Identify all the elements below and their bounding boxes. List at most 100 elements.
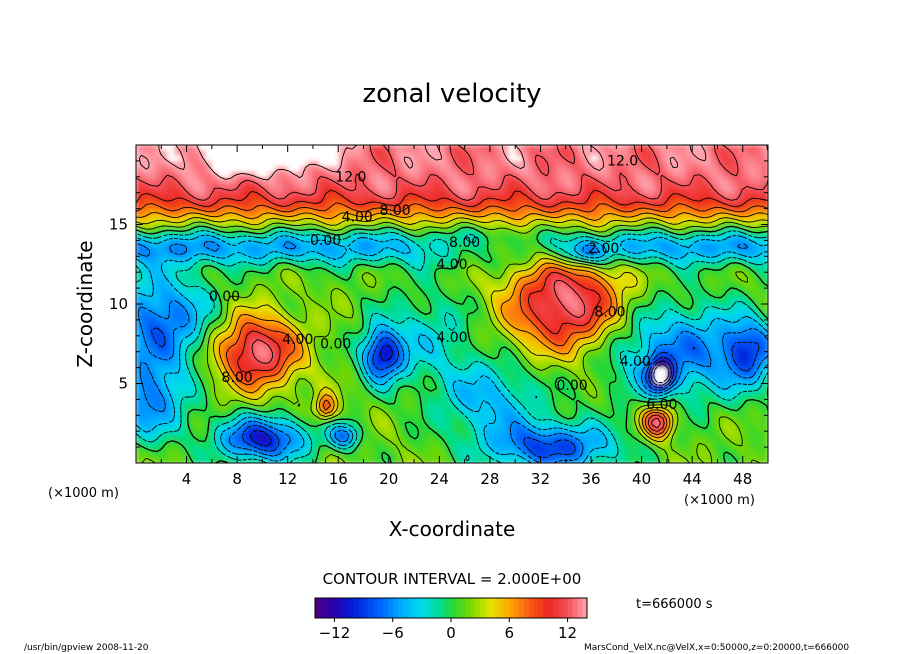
colorbar-cell	[426, 598, 432, 618]
colorbar-cell	[480, 598, 486, 618]
colorbar-cell	[319, 598, 326, 618]
colorbar-cell	[519, 598, 525, 618]
contour-line	[136, 212, 768, 439]
contour-line	[250, 345, 675, 447]
contour-line	[136, 240, 768, 463]
colorbar-cell	[353, 598, 360, 618]
contour-label: 4.00	[282, 332, 313, 348]
colorbar-cell	[441, 598, 447, 618]
x-tick-label: 4	[182, 470, 192, 488]
contour-line	[136, 221, 768, 463]
contour-labels: 12.012.08.004.000.00 8.004.002.000.008.00…	[209, 154, 678, 413]
colorbar-cell	[339, 598, 345, 618]
contour-label: 8.00	[380, 203, 411, 219]
colorbar-cell	[460, 598, 466, 618]
colorbar-cell	[465, 598, 471, 618]
colorbar-cell	[402, 598, 408, 618]
time-text: t=666000 s	[636, 597, 713, 612]
colorbar-cell	[344, 598, 350, 618]
colorbar-cell	[494, 598, 500, 618]
x-tick-label: 40	[632, 470, 651, 488]
colorbar	[314, 597, 588, 619]
colorbar-cell	[446, 598, 452, 618]
contour-line	[650, 360, 672, 386]
x-tick-label: 12	[278, 470, 297, 488]
contour-label: 0.00	[209, 289, 240, 305]
colorbar-tick-label: 12	[558, 624, 577, 642]
y-tick-label: 10	[109, 295, 128, 313]
colorbar-cell	[504, 598, 510, 618]
contour-label: 6.00	[646, 397, 677, 413]
colorbar-cell	[358, 598, 364, 618]
contour-interval-text: CONTOUR INTERVAL = 2.000E+00	[323, 570, 582, 588]
y-axis-ticks: 5 10 15	[109, 160, 768, 448]
contour-line	[653, 363, 670, 384]
colorbar-cell	[475, 598, 481, 618]
colorbar-cell	[373, 598, 379, 618]
colorbar-cell	[470, 598, 476, 618]
contour-label: 12.0	[607, 154, 638, 170]
colorbar-cell	[572, 598, 578, 618]
x-axis-ticks: 4 8 12 16 20 24 28 32 36 40 44 48	[160, 145, 752, 488]
colorbar-tick-label: −6	[382, 624, 404, 642]
colorbar-tick-label: −12	[319, 624, 351, 642]
colorbar-cell	[538, 598, 544, 618]
contour-label: 8.00	[222, 370, 253, 386]
colorbar-cell	[417, 598, 423, 618]
colorbar-cell	[392, 598, 398, 618]
colorbar-cell	[407, 598, 413, 618]
y-tick-label: 15	[109, 216, 128, 234]
colorbar-cell	[543, 598, 549, 618]
y-tick-label: 5	[118, 375, 128, 393]
x-tick-label: 36	[581, 470, 600, 488]
contour-line	[151, 327, 760, 459]
colorbar-cell	[528, 598, 534, 618]
x-tick-label: 44	[683, 470, 702, 488]
colorbar-ticks: −12 −6 0 6 12	[319, 618, 577, 642]
x-tick-label: 8	[232, 470, 242, 488]
colorbar-cell	[577, 598, 583, 618]
colorbar-cell	[514, 598, 520, 618]
contour-line	[139, 145, 768, 181]
colorbar-cell	[397, 598, 403, 618]
x-tick-label: 28	[480, 470, 499, 488]
colorbar-cell	[412, 598, 418, 618]
colorbar-cell	[567, 598, 573, 618]
colorbar-cell	[451, 598, 457, 618]
colorbar-cell	[315, 598, 321, 618]
colorbar-tick-label: 6	[505, 624, 515, 642]
x-tick-label: 20	[379, 470, 398, 488]
colorbar-cell	[431, 598, 437, 618]
y-axis-label: Z-coordinate	[73, 240, 97, 367]
colorbar-tick-label: 0	[446, 624, 456, 642]
x-tick-label: 16	[329, 470, 348, 488]
colorbar-cell	[334, 598, 340, 618]
colorbar-cell	[421, 598, 428, 618]
contour-label: 4.00	[620, 354, 651, 370]
contour-line	[136, 217, 768, 442]
x-unit-right: (×1000 m)	[684, 493, 755, 508]
contour-lines	[136, 145, 768, 463]
colorbar-cell	[523, 598, 530, 618]
x-tick-label: 32	[531, 470, 550, 488]
contour-label: 4.00	[342, 209, 373, 225]
colorbar-cell	[533, 598, 539, 618]
contour-line	[136, 145, 768, 429]
contour-label: 0.00	[310, 233, 341, 249]
contour-label: 8.00	[449, 235, 480, 251]
contour-line	[136, 230, 768, 463]
colorbar-cell	[553, 598, 559, 618]
colorbar-cell	[509, 598, 515, 618]
contour-label: 4.00	[436, 257, 467, 273]
contour-label: 0.00	[320, 337, 351, 353]
x-unit-left: (×1000 m)	[48, 486, 119, 501]
colorbar-cell	[562, 598, 568, 618]
contour-label: 12.0	[335, 170, 366, 186]
colorbar-cell	[324, 598, 330, 618]
colorbar-cell	[368, 598, 374, 618]
colorbar-cell	[329, 598, 335, 618]
colorbar-cell	[485, 598, 491, 618]
colorbar-cell	[378, 598, 384, 618]
